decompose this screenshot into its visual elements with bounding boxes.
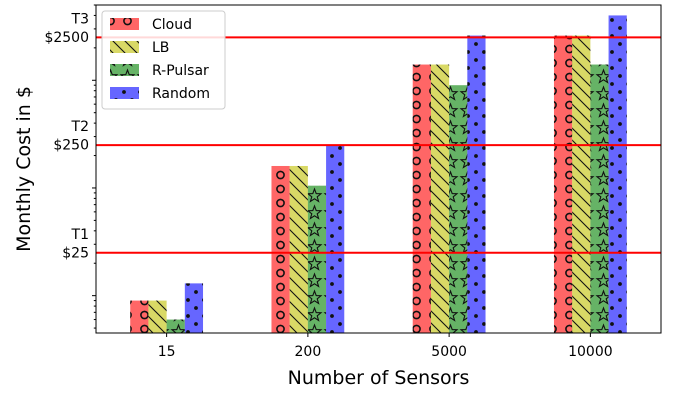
legend-item: Random — [110, 86, 210, 102]
threshold-value-label: $2500 — [44, 30, 89, 46]
bar-hatch — [326, 145, 345, 333]
legend-label: Cloud — [152, 17, 192, 33]
bar — [289, 165, 308, 333]
bars-layer — [130, 15, 627, 334]
legend-frame — [101, 10, 226, 110]
legend-swatch-hatch — [110, 64, 139, 76]
y-axis-title: Monthly Cost in $ — [13, 86, 35, 252]
x-tick-label: 200 — [295, 344, 322, 360]
plot-frame — [95, 4, 662, 334]
bar-hatch — [608, 15, 627, 334]
threshold-tier-label: T2 — [71, 119, 89, 135]
bar-hatch — [130, 300, 149, 333]
threshold-value-label: $250 — [53, 138, 89, 154]
bar-hatch — [307, 185, 327, 333]
legend: Cloud LB R-Pulsar Random — [101, 10, 226, 110]
x-tick-label: 10000 — [568, 344, 613, 360]
y-tick-labels: T1 $25 T2 $250 T3 $2500 — [44, 11, 89, 261]
bar — [430, 64, 450, 333]
x-tick-label: 15 — [158, 344, 176, 360]
legend-swatch-hatch — [110, 18, 139, 30]
bar-hatch — [572, 35, 591, 333]
bar — [271, 165, 290, 333]
bar — [412, 64, 431, 333]
legend-label: LB — [152, 40, 169, 56]
bar — [166, 319, 185, 333]
bar-hatch — [449, 85, 468, 333]
bar-hatch — [184, 283, 204, 333]
bar — [307, 185, 327, 333]
x-tick-label: 5000 — [431, 344, 467, 360]
legend-swatch-hatch — [110, 41, 139, 53]
bar-hatch — [289, 165, 308, 333]
bar-hatch — [590, 64, 609, 333]
legend-item: LB — [110, 40, 169, 56]
bar-hatch — [166, 319, 185, 333]
bar-hatch — [148, 300, 167, 333]
threshold-tier-label: T3 — [71, 11, 89, 27]
bar-hatch — [412, 64, 431, 333]
bar — [608, 15, 627, 334]
legend-label: Random — [152, 86, 210, 102]
bar — [467, 35, 486, 333]
bar-hatch — [271, 165, 290, 333]
bar — [326, 145, 345, 333]
axis-ticks — [92, 4, 591, 337]
legend-label: R-Pulsar — [152, 63, 209, 79]
legend-swatch-hatch — [110, 87, 139, 99]
x-tick-labels: 15 200 5000 10000 — [158, 344, 613, 360]
legend-item: Cloud — [110, 17, 192, 33]
bar — [553, 35, 573, 333]
bar-hatch — [430, 64, 450, 333]
bar — [572, 35, 591, 333]
bar — [184, 283, 204, 333]
legend-item: R-Pulsar — [110, 63, 209, 79]
threshold-tier-label: T1 — [71, 227, 89, 243]
bar — [449, 85, 468, 333]
bar — [130, 300, 149, 333]
bar — [590, 64, 609, 333]
bar-hatch — [553, 35, 573, 333]
threshold-value-label: $25 — [62, 245, 89, 261]
bar — [148, 300, 167, 333]
x-axis-title: Number of Sensors — [288, 367, 470, 389]
bar-hatch — [467, 35, 486, 333]
